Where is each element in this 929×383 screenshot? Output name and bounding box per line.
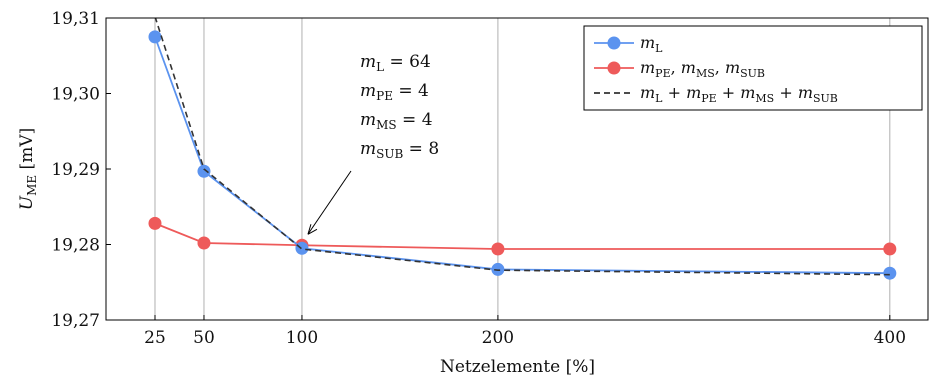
annotation-line: mL = 64 [360,52,431,74]
series-1-point [197,236,211,250]
annotation-line: mMS = 4 [360,110,433,132]
annotation-arrowhead [307,224,318,235]
y-axis-title-subscript: ME [25,175,39,196]
x-tick-label: 50 [193,328,215,348]
y-tick-label: 19,30 [51,85,100,105]
legend-label-1: mPE, mMS, mSUB [640,58,765,80]
y-axis-title-symbol: U [17,195,37,210]
y-tick-label: 19,27 [51,311,100,331]
series-line-1 [154,222,890,250]
series-0-point [295,241,309,255]
legend-label-2: mL + mPE + mMS + mSUB [640,83,838,105]
series-0-point [197,164,211,178]
x-tick-label: 200 [482,328,514,348]
legend-marker-1 [607,61,621,75]
x-tick-label: 100 [286,328,318,348]
legend-label-0: mL [640,33,663,55]
axis-ticks: 25 50 100 200 400 19,27 19,28 19,29 19,30 19,31 [51,9,906,348]
y-tick-label: 19,29 [51,160,100,180]
series-layer [148,18,897,280]
series-1-point [148,216,162,230]
annotation-arrow [307,170,352,235]
legend-marker-0 [607,36,621,50]
y-axis-title: UME [mV] [17,128,39,210]
legend-box [583,25,923,111]
series-1-point [883,242,897,256]
series-line-2 [154,18,890,276]
y-tick-label: 19,28 [51,236,100,256]
series-0-point [883,266,897,280]
annotation: mL = 64 mPE = 4 mMS = 4 mSUB = 8 [307,52,439,235]
series-1-point [491,242,505,256]
x-tick-label: 25 [144,328,166,348]
series-0-point [148,30,162,44]
y-axis-title-unit: [mV] [17,128,37,175]
annotation-line: mPE = 4 [360,81,429,103]
y-tick-label: 19,31 [51,9,100,29]
x-tick-label: 400 [874,328,906,348]
x-axis-title: Netzelemente [%] [440,357,595,377]
annotation-line: mSUB = 8 [360,139,439,161]
legend: mL mPE, mMS, mSUB mL + mPE + mMS + mSUB [583,25,923,111]
